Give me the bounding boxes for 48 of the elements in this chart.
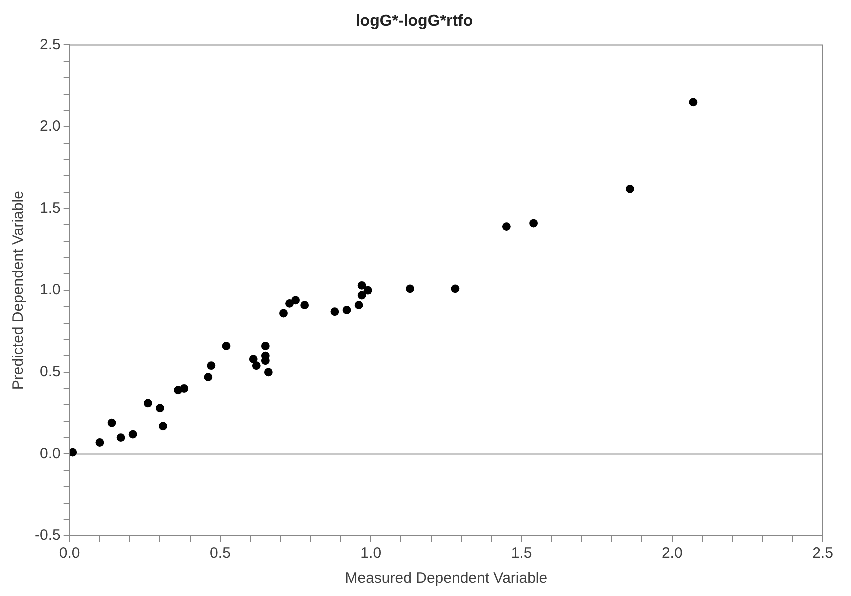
point: [292, 296, 300, 305]
point: [144, 399, 152, 408]
point: [252, 362, 261, 370]
y-tick-label: 0.0: [40, 445, 61, 462]
point: [280, 309, 288, 318]
point: [330, 308, 340, 316]
y-tick-label: 2.5: [40, 36, 61, 54]
chart-title: logG*-logG*rtfo: [356, 13, 474, 30]
y-tick-label: -0.5: [34, 527, 61, 544]
point: [406, 284, 414, 294]
point: [286, 299, 294, 308]
x-tick-label: 1.0: [360, 545, 382, 562]
point: [159, 422, 168, 431]
point: [156, 404, 164, 413]
point: [207, 362, 216, 370]
x-tick-label: 2.0: [662, 545, 683, 562]
point: [358, 281, 366, 290]
x-axis-title: Measured Dependent Variable: [345, 570, 548, 588]
point: [180, 384, 189, 393]
y-tick-label: 0.5: [40, 364, 61, 381]
point: [689, 98, 698, 107]
point: [108, 418, 116, 428]
point: [70, 448, 78, 457]
point: [358, 291, 366, 300]
x-tick-label: 0.5: [210, 545, 231, 562]
point: [364, 286, 372, 295]
point: [222, 342, 231, 350]
y-tick-label: 2.0: [40, 118, 61, 136]
x-tick-label: 2.5: [812, 545, 834, 562]
point: [451, 284, 460, 294]
point: [116, 434, 126, 442]
y-tick-label: 1.5: [40, 200, 61, 217]
point: [502, 222, 511, 231]
x-tick-label: 1.5: [511, 545, 532, 562]
point: [264, 368, 273, 377]
point: [342, 306, 352, 314]
x-tick-label: 0.0: [59, 545, 80, 562]
point: [204, 373, 213, 382]
y-tick-label: 1.0: [40, 282, 61, 299]
point: [354, 301, 364, 310]
point: [626, 184, 634, 194]
point: [96, 438, 104, 447]
point: [128, 430, 138, 439]
point: [261, 342, 270, 350]
point: [300, 301, 310, 310]
y-axis-title: Predicted Dependent Variable: [10, 191, 28, 390]
point: [249, 355, 258, 364]
point: [530, 219, 538, 228]
